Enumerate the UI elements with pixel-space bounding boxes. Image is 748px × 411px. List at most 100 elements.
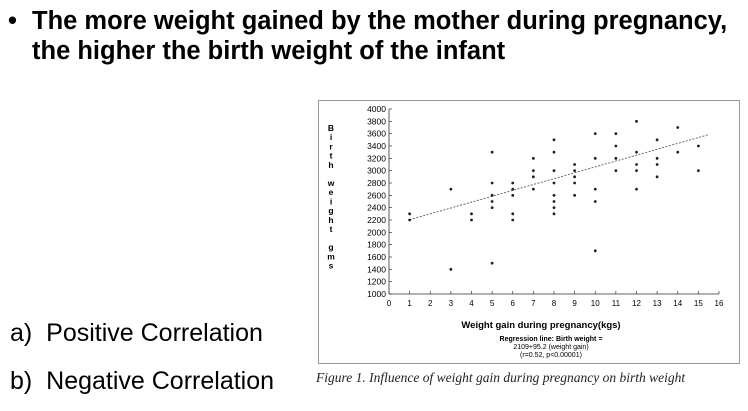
- option-b-text: Negative Correlation: [46, 367, 275, 395]
- data-point: [552, 138, 556, 142]
- data-point: [635, 150, 638, 154]
- data-point: [655, 175, 659, 179]
- x-tick-label: 6: [511, 299, 516, 308]
- x-tick-label: 13: [653, 299, 662, 308]
- x-tick-label: 12: [632, 299, 641, 308]
- data-point: [531, 169, 535, 173]
- data-point: [696, 144, 700, 148]
- data-point: [573, 193, 577, 197]
- data-point: [511, 193, 515, 197]
- data-point: [614, 144, 618, 148]
- y-tick-label: 2800: [367, 178, 386, 188]
- regression-line: [409, 134, 709, 221]
- data-point: [614, 156, 618, 160]
- y-tick-label: 3400: [367, 141, 386, 151]
- option-a: a) Positive Correlation: [10, 318, 263, 348]
- data-point: [593, 200, 597, 203]
- data-point: [490, 181, 494, 185]
- y-ticks: 1000 1200 1400 1600 1800 2000 2200 2400 2600 2800…: [367, 104, 392, 299]
- bullet-symbol: •: [8, 7, 17, 35]
- x-tick-label: 11: [612, 299, 621, 308]
- y-label-char: t: [330, 224, 333, 234]
- data-point: [408, 218, 412, 222]
- data-point: [531, 187, 535, 191]
- data-point: [511, 218, 515, 222]
- y-label-char: i: [330, 132, 332, 142]
- x-tick-label: 0: [387, 299, 392, 308]
- data-point: [696, 169, 700, 173]
- data-point: [531, 175, 535, 179]
- data-point: [593, 132, 597, 136]
- data-point: [676, 126, 680, 129]
- x-tick-label: 4: [469, 299, 474, 308]
- data-point: [573, 169, 577, 173]
- data-point: [511, 181, 515, 185]
- y-label-char: m: [327, 251, 335, 261]
- regression-line-1: Regression line: Birth weight =: [500, 336, 603, 343]
- y-tick-label: 2600: [367, 190, 386, 200]
- x-tick-label: 8: [552, 299, 557, 308]
- y-tick-label: 2200: [367, 215, 386, 225]
- y-label-char: s: [329, 261, 334, 271]
- x-axis-label: Weight gain during pregnancy(kgs): [461, 320, 620, 331]
- data-point: [408, 212, 412, 216]
- data-point: [573, 181, 577, 185]
- y-tick-label: 2400: [367, 203, 386, 213]
- data-point: [552, 181, 556, 185]
- data-point: [552, 150, 556, 154]
- scatter-points: [408, 119, 700, 271]
- scatter-chart: 1000 1200 1400 1600 1800 2000 2200 2400 2600 2800…: [327, 104, 724, 359]
- data-point: [573, 175, 577, 179]
- data-point: [490, 193, 494, 197]
- y-label-char: e: [329, 187, 334, 197]
- data-point: [593, 187, 597, 191]
- x-ticks: 0 1 2 3 4 5 6 7 8 9 10 11 12 13 14 15 16: [387, 291, 724, 308]
- regression-line-3: (r=0.52, p<0.00001): [520, 352, 582, 359]
- figure-frame: 1000 1200 1400 1600 1800 2000 2200 2400 2600 2800…: [318, 100, 740, 364]
- y-tick-label: 2000: [367, 227, 386, 237]
- y-label-char: g: [328, 206, 333, 216]
- data-point: [552, 193, 556, 197]
- data-point: [635, 119, 638, 123]
- y-label-char: h: [328, 215, 333, 225]
- y-tick-label: 1800: [367, 240, 386, 250]
- y-label-char: w: [327, 178, 335, 188]
- x-tick-label: 10: [591, 299, 600, 308]
- data-point: [655, 156, 659, 160]
- y-tick-label: 1200: [367, 277, 386, 287]
- data-point: [614, 132, 618, 136]
- bullet-text: The more weight gained by the mother dur…: [32, 7, 728, 65]
- data-point: [531, 156, 535, 160]
- data-point: [635, 169, 638, 173]
- data-point: [490, 200, 494, 203]
- option-b-marker: b): [10, 367, 33, 395]
- data-point: [552, 169, 556, 173]
- x-tick-label: 14: [673, 299, 682, 308]
- data-point: [655, 163, 659, 166]
- x-tick-label: 9: [572, 299, 577, 308]
- data-point: [449, 187, 453, 191]
- y-tick-label: 3200: [367, 153, 386, 163]
- y-tick-label: 1000: [367, 289, 386, 299]
- y-tick-label: 3000: [367, 166, 386, 176]
- y-label-char: t: [330, 151, 333, 161]
- data-point: [635, 187, 638, 191]
- x-tick-label: 1: [407, 299, 412, 308]
- y-label-char: h: [328, 160, 333, 170]
- option-a-marker: a): [10, 319, 33, 347]
- data-point: [655, 138, 659, 142]
- y-label-char: r: [329, 141, 333, 151]
- y-tick-label: 1400: [367, 264, 386, 274]
- data-point: [511, 187, 515, 191]
- y-label-char: B: [328, 123, 334, 133]
- data-point: [614, 169, 618, 173]
- data-point: [676, 150, 680, 154]
- data-point: [552, 200, 556, 203]
- data-point: [511, 212, 515, 216]
- data-point: [593, 156, 597, 160]
- y-tick-label: 1600: [367, 252, 386, 262]
- x-tick-label: 3: [449, 299, 454, 308]
- data-point: [470, 212, 473, 216]
- data-point: [552, 212, 556, 216]
